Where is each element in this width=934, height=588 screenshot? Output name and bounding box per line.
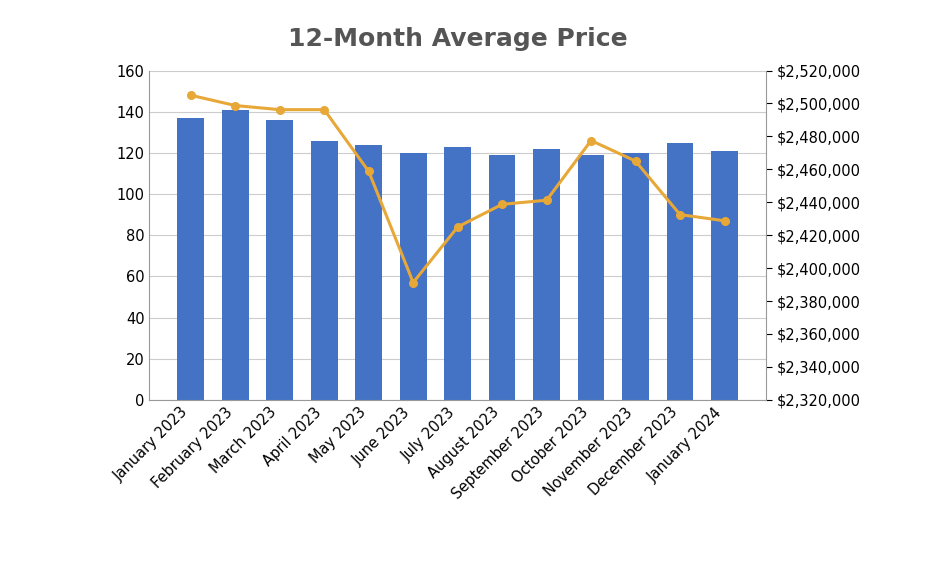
Bar: [711, 151, 738, 400]
Bar: [667, 142, 693, 400]
Bar: [445, 146, 471, 400]
Title: 12-Month Average Price: 12-Month Average Price: [288, 26, 628, 51]
Bar: [222, 109, 248, 400]
Bar: [177, 118, 205, 400]
Bar: [622, 153, 649, 400]
Bar: [355, 145, 382, 400]
Bar: [533, 149, 560, 400]
Bar: [578, 155, 604, 400]
Bar: [311, 141, 337, 400]
Bar: [488, 155, 516, 400]
Bar: [266, 120, 293, 400]
Bar: [400, 153, 427, 400]
